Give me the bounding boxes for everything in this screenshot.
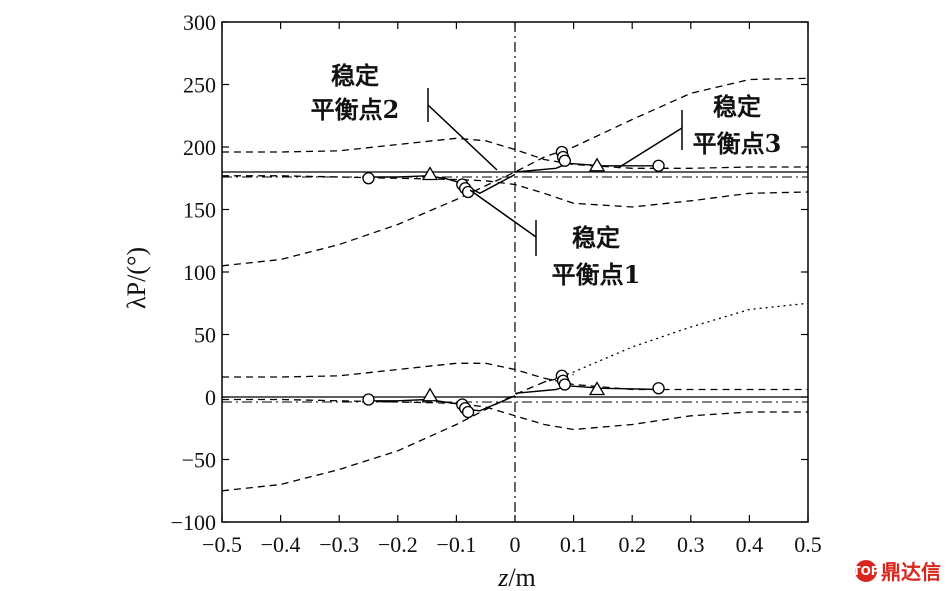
marker-circle-1 — [362, 172, 375, 185]
marker-triangle-9 — [588, 157, 606, 172]
y-tick-label: 300 — [183, 10, 216, 35]
y-tick-label: −100 — [171, 510, 216, 535]
series-line-11 — [514, 385, 662, 394]
y-axis-label: λP/(°) — [122, 247, 151, 309]
plot-content — [221, 22, 809, 522]
x-tick-label: −0.4 — [261, 532, 301, 557]
marker-triangle-2 — [421, 166, 439, 181]
series-line-3 — [221, 77, 809, 267]
marker-circle-11 — [362, 393, 375, 406]
watermark-text: 鼎达信 — [881, 560, 941, 584]
watermark: TOP 鼎达信 — [852, 556, 941, 585]
x-tick-label: −0.5 — [202, 532, 242, 557]
x-tick-label: 0.4 — [736, 532, 764, 557]
annotation-1-line-2: 平衡点1 — [552, 260, 641, 289]
series-line-2 — [222, 175, 809, 208]
marker-triangle-19 — [588, 381, 606, 396]
annotation-3-line-1: 稳定 — [713, 92, 761, 121]
y-tick-label: 100 — [183, 260, 216, 285]
series-line-8 — [368, 173, 516, 195]
annotation-2-line-2: 平衡点2 — [311, 95, 400, 124]
watermark-logo-icon: TOP — [852, 559, 880, 582]
series-line-6 — [221, 373, 574, 492]
series-line-1 — [222, 137, 808, 169]
y-tick-label: 250 — [183, 73, 216, 98]
series-line-4 — [222, 362, 808, 391]
annotation-1-line-1: 稳定 — [572, 223, 620, 252]
x-axis-variable: z — [497, 563, 508, 591]
y-tick-label: 150 — [183, 198, 216, 223]
x-tick-label: 0.3 — [677, 532, 705, 557]
y-tick-label: 200 — [183, 135, 216, 160]
series-line-7 — [544, 302, 809, 383]
marker-circle-8 — [558, 154, 571, 167]
x-tick-label: 0 — [510, 532, 521, 557]
y-tick-label: 0 — [205, 385, 216, 410]
annotation-equilibrium-1: 稳定 平衡点1 — [469, 189, 641, 289]
y-tick-label: −50 — [182, 448, 216, 473]
annotation-equilibrium-3: 稳定 平衡点3 — [617, 92, 782, 169]
series-line-10 — [368, 395, 516, 412]
annotation-2-line-1: 稳定 — [331, 61, 379, 90]
marker-circle-15 — [461, 405, 475, 419]
x-tick-label: −0.2 — [378, 532, 418, 557]
marker-circle-20 — [652, 382, 665, 395]
y-tick-label: 50 — [194, 323, 216, 348]
x-tick-label: 0.5 — [794, 532, 822, 557]
series-line-5 — [222, 398, 808, 431]
x-tick-label: 0.1 — [560, 532, 588, 557]
x-tick-label: −0.1 — [436, 532, 476, 557]
series-line-9 — [514, 162, 662, 173]
marker-circle-10 — [652, 159, 665, 172]
annotation-3-line-2: 平衡点3 — [693, 129, 782, 158]
x-tick-label: −0.3 — [319, 532, 359, 557]
axis-ticks: −0.5 −0.4 −0.3 −0.2 −0.1 0 0.1 0.2 0.3 0.4 0.5 300 2… — [171, 10, 822, 557]
x-tick-label: 0.2 — [618, 532, 646, 557]
x-axis-label: z/m — [497, 563, 536, 591]
marker-triangle-12 — [421, 387, 439, 402]
marker-circle-18 — [558, 378, 571, 391]
annotation-equilibrium-2: 稳定 平衡点2 — [311, 61, 498, 171]
x-axis-unit: /m — [508, 563, 535, 591]
